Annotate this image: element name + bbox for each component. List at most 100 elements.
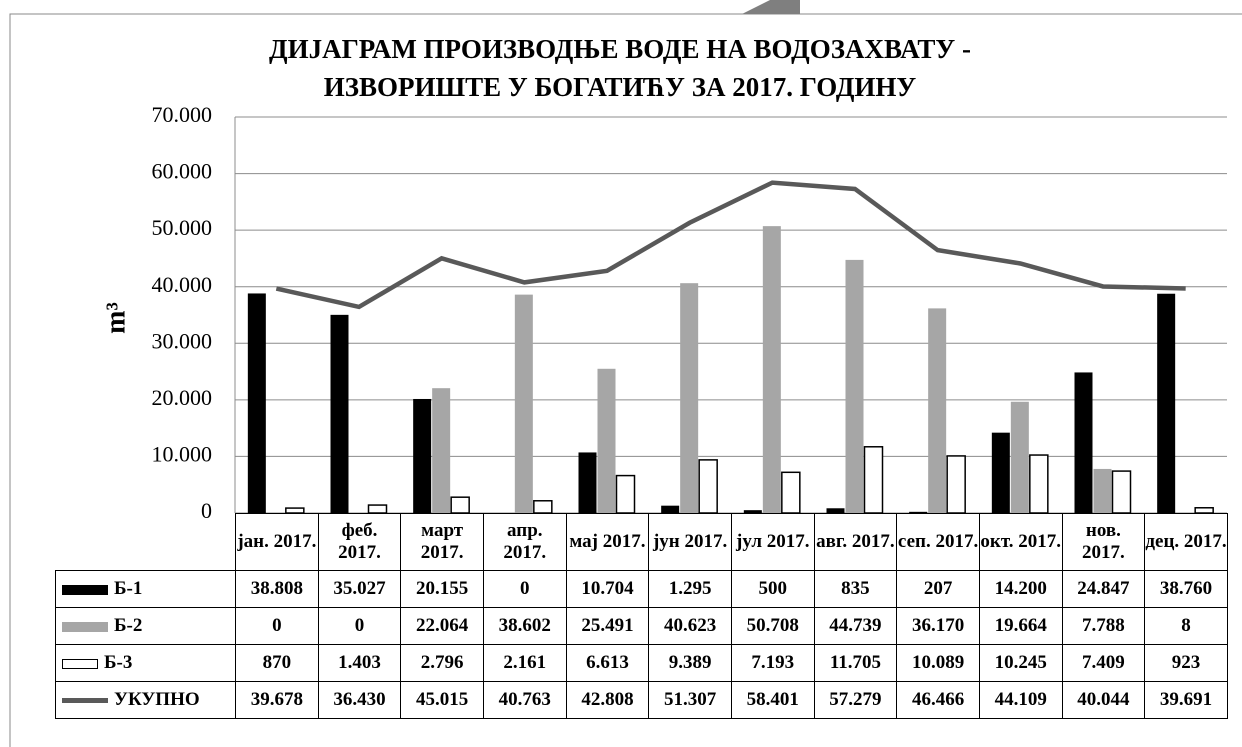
table-cell [55,513,236,571]
legend-item: Б-3 [55,644,236,682]
bar [615,474,636,514]
bar [597,368,616,513]
bar [450,496,470,514]
bar [285,507,305,514]
x-tick-label: окт. 2017. [978,513,1063,571]
data-label: 2.161 [482,644,567,682]
data-label: 2.796 [400,644,484,682]
data-label: 42.808 [565,681,650,719]
bar [1074,372,1093,513]
legend-swatch [62,584,108,595]
x-tick-label: мај 2017. [565,513,650,571]
x-tick-label: сеп. 2017. [896,513,980,571]
legend-swatch [62,621,108,632]
bar [1111,470,1132,514]
y-tick-label: 20.000 [152,385,213,410]
bar [661,505,680,513]
bar [863,446,884,514]
x-tick-label: јан. 2017. [235,513,319,571]
data-label: 835 [813,570,898,608]
data-label: 40.763 [482,681,567,719]
legend-label: УКУПНО [114,689,200,710]
table-row: јан. 2017. феб. 2017. март 2017. апр. 2017.… [55,513,1228,571]
decoration [742,0,800,14]
y-tick-label: 70.000 [152,102,213,127]
data-label: 0 [482,570,567,608]
data-label: 38.808 [235,570,319,608]
bar [514,294,533,513]
x-tick-label: авг. 2017. [813,513,898,571]
bar [432,388,451,513]
data-label: 45.015 [400,681,484,719]
bar [367,504,388,514]
data-label: 8 [1144,607,1228,645]
bar [762,226,781,513]
bar [909,511,928,513]
data-label: 1.403 [317,644,402,682]
bar [330,314,349,513]
legend-item: Б-2 [55,607,236,645]
legend-item: УКУПНО [55,681,236,719]
data-label: 7.409 [1061,644,1146,682]
bar [946,455,966,514]
y-tick-label: 10.000 [152,441,213,466]
data-label: 923 [1144,644,1228,682]
data-label: 39.691 [1144,681,1228,719]
data-label: 25.491 [565,607,650,645]
data-table: јан. 2017. феб. 2017. март 2017. апр. 2017.… [55,513,1228,719]
bar [698,459,718,514]
bar [578,452,597,513]
data-label: 35.027 [317,570,402,608]
data-label: 58.401 [730,681,815,719]
data-label: 36.430 [317,681,402,719]
bar [826,508,845,513]
y-tick-label: 60.000 [152,159,213,184]
legend-label: Б-1 [114,578,143,599]
data-label: 10.089 [896,644,980,682]
data-label: 9.389 [648,644,732,682]
x-tick-label: нов. 2017. [1061,513,1146,571]
bar [781,471,801,514]
bar [1157,293,1176,513]
bar [680,283,699,513]
data-label: 11.705 [813,644,898,682]
data-label: 40.623 [648,607,732,645]
legend-swatch [62,658,98,669]
data-label: 36.170 [896,607,980,645]
legend-label: Б-3 [104,652,133,673]
data-label: 20.155 [400,570,484,608]
data-label: 10.245 [978,644,1063,682]
data-label: 10.704 [565,570,650,608]
data-label: 39.678 [235,681,319,719]
data-label: 51.307 [648,681,732,719]
bar [1194,507,1214,514]
bar [413,398,432,513]
y-tick-label: 0 [201,498,212,523]
data-label: 38.602 [482,607,567,645]
data-label: 44.109 [978,681,1063,719]
y-tick-label: 50.000 [152,215,213,240]
data-label: 7.788 [1061,607,1146,645]
bar [1093,468,1112,513]
data-label: 44.739 [813,607,898,645]
table-row: Б-3 870 1.403 2.796 2.161 6.613 9.389 7.193 11.7… [55,644,1228,682]
chart-title: ИЗВОРИШТЕ У БОГАТИЋУ ЗА 2017. ГОДИНУ [324,72,917,102]
data-label: 22.064 [400,607,484,645]
bar [845,259,864,513]
data-label: 500 [730,570,815,608]
x-tick-label: март 2017. [400,513,484,571]
table-row: УКУПНО 39.678 36.430 45.015 40.763 42.808 51.3… [55,681,1228,719]
chart-border [9,13,1242,747]
table-row: Б-2 0 0 22.064 38.602 25.491 40.623 50.708 44.73… [55,607,1228,645]
table-row: Б-1 38.808 35.027 20.155 0 10.704 1.295 500 835 2… [55,570,1228,608]
x-tick-label: јун 2017. [648,513,732,571]
y-tick-label: 30.000 [152,328,213,353]
y-tick-label: 40.000 [152,272,213,297]
line-series [275,180,1186,310]
legend-swatch [62,698,108,704]
data-label: 6.613 [565,644,650,682]
x-tick-label: феб. 2017. [317,513,402,571]
legend-label: Б-2 [114,615,143,636]
